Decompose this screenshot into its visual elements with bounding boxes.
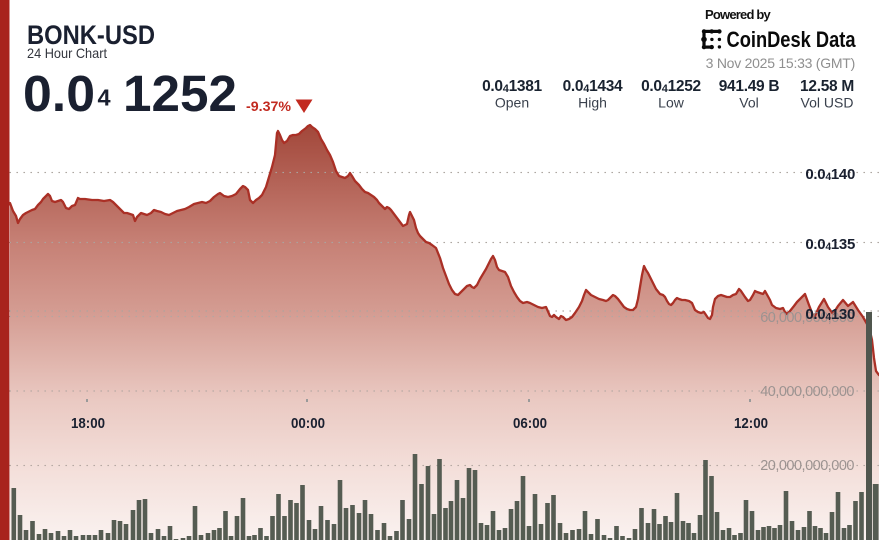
svg-text:CoinDesk Data: CoinDesk Data [727, 27, 856, 52]
svg-text:Vol USD: Vol USD [801, 95, 854, 111]
svg-text:18:00: 18:00 [71, 415, 105, 432]
svg-text:Vol: Vol [739, 95, 758, 111]
svg-text:0.04140: 0.04140 [805, 166, 855, 183]
svg-text:1252: 1252 [123, 65, 237, 122]
svg-text:Open: Open [495, 95, 529, 111]
svg-text:0.04130: 0.04130 [805, 306, 855, 323]
svg-text:-9.37%: -9.37% [246, 98, 292, 114]
svg-text:0.041252: 0.041252 [641, 78, 701, 95]
svg-text:20,000,000,000: 20,000,000,000 [760, 458, 854, 474]
svg-text:12:00: 12:00 [734, 415, 768, 432]
svg-text:High: High [578, 95, 607, 111]
svg-text:BONK-USD: BONK-USD [27, 20, 155, 50]
svg-text:12.58 M: 12.58 M [800, 78, 854, 95]
svg-text:0.041434: 0.041434 [563, 78, 623, 95]
svg-text:4: 4 [98, 85, 111, 111]
svg-text:941.49 B: 941.49 B [719, 78, 780, 95]
svg-text:00:00: 00:00 [291, 415, 325, 432]
svg-text:0.04135: 0.04135 [805, 236, 855, 253]
svg-text:40,000,000,000: 40,000,000,000 [760, 384, 854, 400]
svg-text:0.0: 0.0 [23, 65, 95, 122]
svg-text:24 Hour Chart: 24 Hour Chart [27, 45, 107, 61]
svg-text:3 Nov 2025 15:33 (GMT): 3 Nov 2025 15:33 (GMT) [706, 55, 855, 71]
svg-text:06:00: 06:00 [513, 415, 547, 432]
svg-text:0.041381: 0.041381 [482, 78, 542, 95]
svg-text:Powered by: Powered by [705, 7, 772, 22]
svg-text:Low: Low [658, 95, 685, 111]
svg-text:60,000,000,000: 60,000,000,000 [760, 310, 854, 326]
